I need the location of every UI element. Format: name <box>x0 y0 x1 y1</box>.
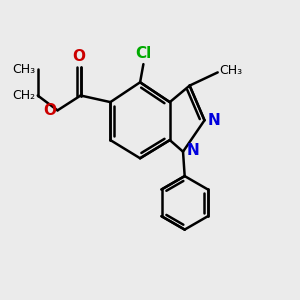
Text: CH₂: CH₂ <box>12 89 35 102</box>
Text: CH₃: CH₃ <box>12 63 35 76</box>
Text: N: N <box>187 143 199 158</box>
Text: CH₃: CH₃ <box>219 64 242 77</box>
Text: Cl: Cl <box>135 46 152 61</box>
Text: O: O <box>73 50 86 64</box>
Text: O: O <box>43 103 56 118</box>
Text: N: N <box>208 113 221 128</box>
